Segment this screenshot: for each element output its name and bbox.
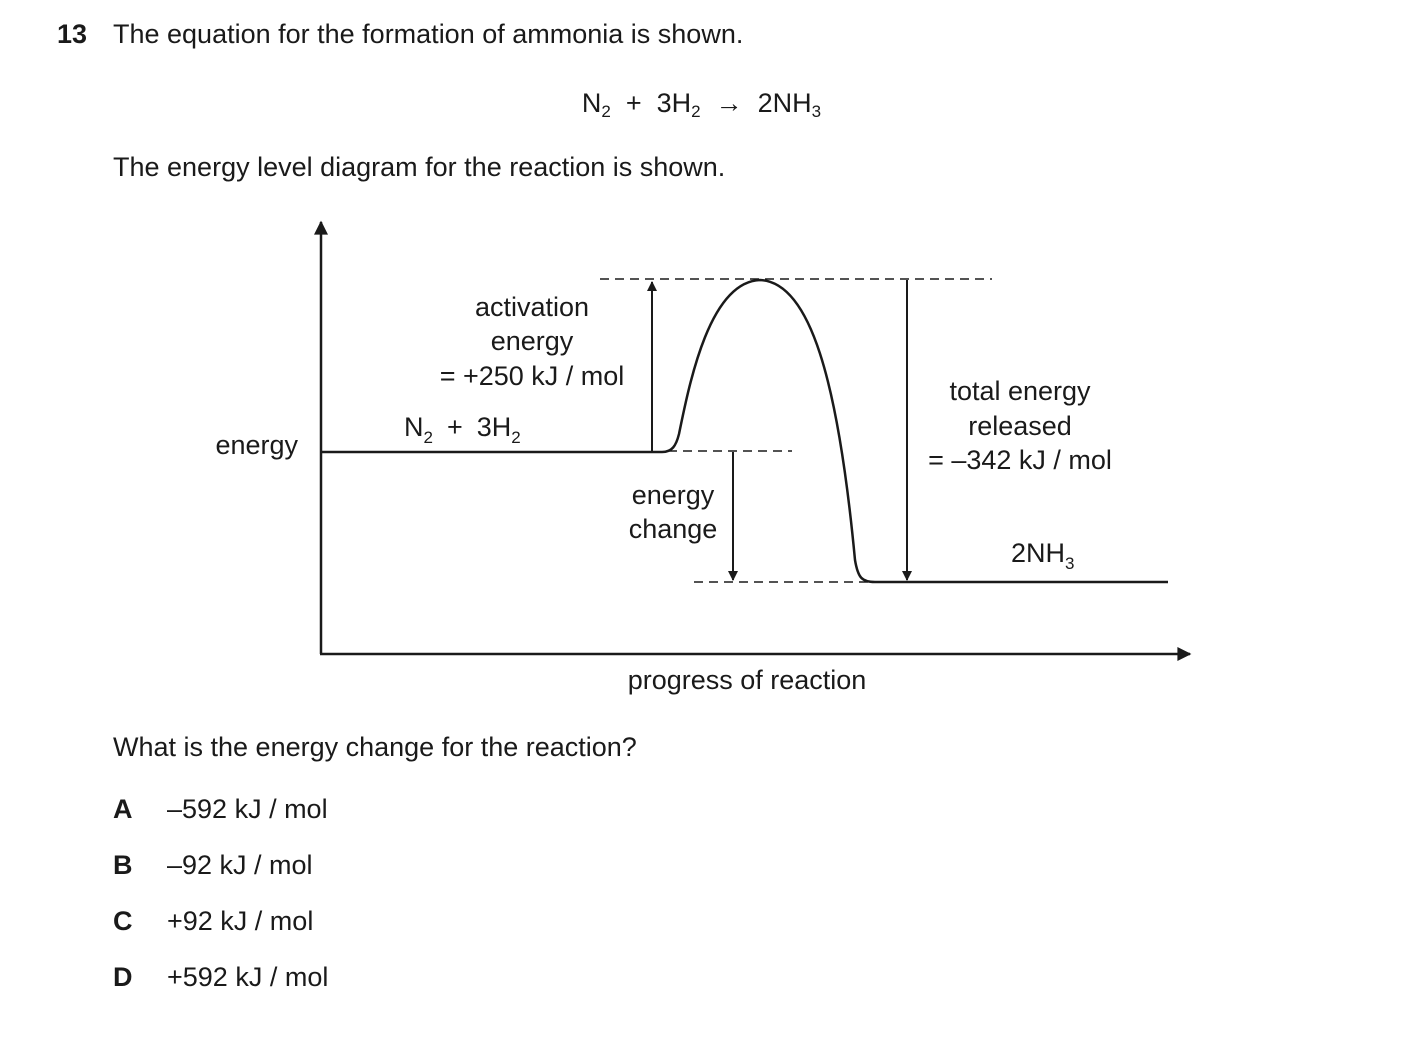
x-axis-label: progress of reaction <box>628 665 867 695</box>
reaction-profile-curve <box>321 278 1168 584</box>
option-c[interactable]: C +92 kJ / mol <box>113 906 313 937</box>
option-letter: D <box>113 962 133 992</box>
option-letter: B <box>113 850 133 880</box>
reactant-h: 3H <box>477 412 512 442</box>
eq-h-sub: 2 <box>691 102 701 121</box>
question-number: 13 <box>57 19 88 49</box>
product-nh: 2NH <box>1011 538 1065 568</box>
eq-n: N <box>581 88 602 118</box>
reactant-plus: + <box>447 412 463 442</box>
reactant-n: N <box>404 412 424 442</box>
eq-plus: + <box>625 88 642 118</box>
total-energy-label-2: released <box>968 411 1072 441</box>
question-text: The equation for the formation of ammoni… <box>113 19 744 49</box>
reactant-h-sub: 2 <box>511 428 520 447</box>
eq-arrow: → <box>715 88 743 118</box>
eq-h: 3H <box>656 88 692 118</box>
product-nh-sub: 3 <box>1065 554 1074 573</box>
total-energy-label-1: total energy <box>949 376 1091 406</box>
total-energy-label-3: = –342 kJ / mol <box>928 445 1112 475</box>
eq-nh-sub: 3 <box>811 102 822 121</box>
option-a[interactable]: A –592 kJ / mol <box>113 794 328 825</box>
activation-label-1: activation <box>475 292 589 322</box>
reaction-equation: N2 + 3H2 → 2NH3 <box>0 88 1403 121</box>
option-value: –92 kJ / mol <box>167 850 313 880</box>
diagram-intro: The energy level diagram for the reactio… <box>113 152 726 182</box>
energy-change-label-1: energy <box>632 480 715 510</box>
products-label: 2NH3 <box>1011 538 1074 573</box>
option-value: –592 kJ / mol <box>167 794 328 824</box>
energy-change-label-2: change <box>629 514 718 544</box>
reactants-label: N2 +3H2 <box>404 412 521 447</box>
option-value: +92 kJ / mol <box>167 906 314 936</box>
option-value: +592 kJ / mol <box>167 962 329 992</box>
activation-label-3: = +250 kJ / mol <box>440 361 625 391</box>
option-b[interactable]: B –92 kJ / mol <box>113 850 313 881</box>
eq-nh: 2NH <box>757 88 812 118</box>
reactant-n-sub: 2 <box>424 428 433 447</box>
option-d[interactable]: D +592 kJ / mol <box>113 962 328 993</box>
question-prompt: What is the energy change for the reacti… <box>113 732 637 762</box>
option-letter: C <box>113 906 133 936</box>
activation-label-2: energy <box>491 326 574 356</box>
eq-n-sub: 2 <box>601 102 611 121</box>
option-letter: A <box>113 794 133 824</box>
y-axis-label: energy <box>215 430 298 460</box>
